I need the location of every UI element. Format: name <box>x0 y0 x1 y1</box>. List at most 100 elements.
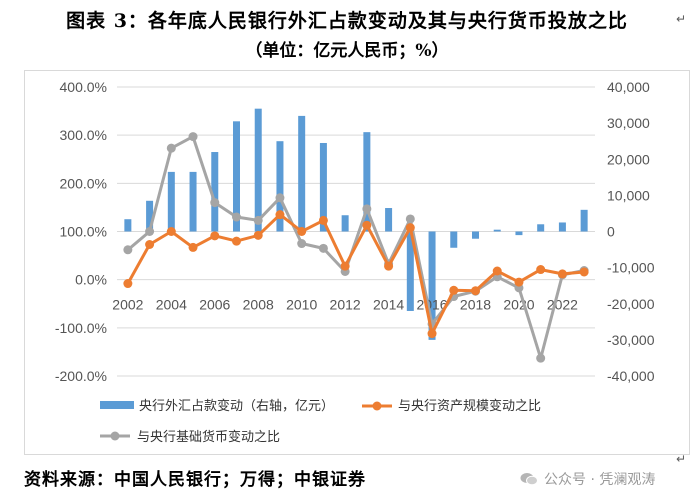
bar <box>211 152 219 232</box>
bar <box>233 121 240 232</box>
bar <box>363 132 371 232</box>
bar <box>146 200 154 232</box>
asset-ratio-point <box>166 227 176 236</box>
y-left-tick-label: 100.0% <box>60 224 107 240</box>
asset-ratio-point <box>145 240 155 250</box>
watermark: 公众号 · 凭澜观涛 <box>520 469 655 489</box>
base-money-ratio-point <box>253 215 263 225</box>
legend-label: 与央行基础货币变动之比 <box>137 429 280 445</box>
chart-title: 图表 3：各年底人民银行外汇占款变动及其与央行货币投放之比 <box>66 10 628 32</box>
bar <box>493 229 501 232</box>
base-money-ratio-point <box>210 198 220 208</box>
bar <box>341 215 349 232</box>
base-money-ratio-point <box>232 212 241 222</box>
x-tick-label: 2002 <box>112 297 143 313</box>
base-money-ratio-point <box>318 243 328 253</box>
x-tick-label: 2022 <box>547 297 578 313</box>
y-right-tick-label: 10,000 <box>607 187 650 203</box>
wechat-icon <box>520 472 538 486</box>
bar <box>167 171 175 232</box>
asset-ratio-point <box>557 269 567 279</box>
y-right-tick-label: 40,000 <box>607 79 650 95</box>
x-tick-label: 2014 <box>373 297 404 313</box>
asset-ratio-line <box>126 213 585 336</box>
x-tick-label: 2004 <box>156 297 187 313</box>
asset-ratio-point <box>471 286 480 296</box>
asset-ratio-point <box>536 265 546 275</box>
x-tick-label: 2018 <box>460 297 491 313</box>
y-left-tick-label: -200.0% <box>55 368 107 384</box>
y-left-tick-label: 200.0% <box>60 175 107 191</box>
bar <box>124 219 132 232</box>
asset-ratio-point <box>579 267 589 277</box>
legend-swatch-marker <box>372 401 382 411</box>
asset-ratio-point <box>340 261 350 271</box>
asset-ratio-point <box>449 285 459 295</box>
y-right-tick-label: -20,000 <box>607 296 655 312</box>
bar <box>189 171 197 232</box>
bar <box>319 142 327 232</box>
source-note: 资料来源：中国人民银行；万得；中银证券 <box>24 470 366 490</box>
y-right-tick-label: 20,000 <box>607 151 650 167</box>
base-money-ratio-point <box>123 245 133 255</box>
base-money-ratio-point <box>188 132 198 142</box>
asset-ratio-point <box>210 231 220 241</box>
bar <box>406 231 414 311</box>
x-tick-label: 2020 <box>503 297 534 313</box>
chart-frame <box>24 70 690 455</box>
bar <box>254 108 262 232</box>
bar <box>472 231 479 239</box>
y-right-tick-label: -30,000 <box>607 332 655 348</box>
base-money-ratio-point <box>362 204 372 214</box>
paragraph-mark-icon: ↵ <box>676 12 687 26</box>
x-tick-label: 2006 <box>199 297 230 313</box>
asset-ratio-point <box>514 277 524 287</box>
bar <box>450 231 458 248</box>
watermark-text: 公众号 · 凭澜观涛 <box>544 472 656 488</box>
chart-subtitle: （单位：亿元人民币；%） <box>245 41 449 61</box>
x-tick-label: 2008 <box>243 297 274 313</box>
base-money-ratio-point <box>145 227 155 236</box>
legend-swatch-marker <box>110 431 120 441</box>
legend-swatch-bar <box>100 401 134 409</box>
bar <box>385 208 393 232</box>
base-money-ratio-point <box>297 239 307 249</box>
legend-label: 与央行资产规模变动之比 <box>398 398 541 414</box>
bar <box>298 115 306 232</box>
y-right-tick-label: -40,000 <box>607 368 655 384</box>
y-right-tick-label: 0 <box>607 224 615 240</box>
asset-ratio-point <box>123 279 133 289</box>
asset-ratio-point <box>362 220 372 230</box>
bar <box>276 141 284 232</box>
base-money-ratio-point <box>405 214 415 224</box>
asset-ratio-point <box>232 236 241 246</box>
base-money-ratio-point <box>275 193 285 203</box>
asset-ratio-point <box>405 223 415 233</box>
y-left-tick-label: 400.0% <box>60 79 107 95</box>
base-money-ratio-point <box>536 353 546 363</box>
bar <box>537 224 545 232</box>
asset-ratio-point <box>297 227 307 236</box>
x-tick-label: 2010 <box>286 297 317 313</box>
bar <box>558 222 566 232</box>
y-left-tick-label: -100.0% <box>55 320 107 336</box>
legend-label: 央行外汇占款变动（右轴，亿元） <box>139 398 334 414</box>
bar <box>428 231 436 340</box>
x-tick-label: 2012 <box>330 297 361 313</box>
paragraph-mark-icon: ↵ <box>676 452 687 466</box>
y-left-tick-label: 0.0% <box>75 272 107 288</box>
y-left-tick-label: 300.0% <box>60 127 107 143</box>
y-right-tick-label: -10,000 <box>607 260 655 276</box>
y-right-tick-label: 30,000 <box>607 115 650 131</box>
bar <box>580 209 588 232</box>
asset-ratio-point <box>275 210 285 220</box>
bar <box>515 231 523 236</box>
base-money-ratio-line <box>126 135 585 360</box>
asset-ratio-point <box>384 261 394 271</box>
asset-ratio-point <box>492 266 502 276</box>
base-money-ratio-point <box>166 143 176 153</box>
asset-ratio-point <box>188 242 198 252</box>
asset-ratio-point <box>427 329 437 339</box>
asset-ratio-point <box>253 230 263 240</box>
